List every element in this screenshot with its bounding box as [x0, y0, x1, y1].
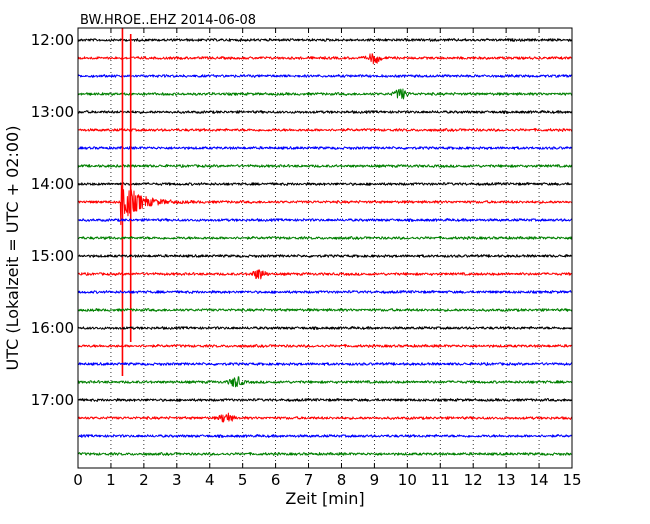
y-axis-ticks: 12:00 13:00 14:00 15:00 16:00 17:00: [31, 31, 572, 409]
y-axis-label: UTC (Lokalzeit = UTC + 02:00): [3, 126, 22, 371]
seismic-trace: [77, 236, 573, 240]
x-tick-label: 11: [431, 471, 450, 489]
seismic-trace: [77, 452, 573, 456]
seismic-trace: [77, 38, 573, 42]
seismic-trace: [77, 269, 573, 280]
y-tick-label: 15:00: [31, 247, 74, 265]
x-tick-label: 10: [398, 471, 417, 489]
chart-title: BW.HROE..EHZ 2014-06-08: [80, 13, 256, 28]
seismic-trace: [77, 362, 573, 366]
y-tick-label: 12:00: [31, 31, 74, 49]
x-axis-ticks: 0 1 2 3 4 5 6 7 8 9 10 11 12 13 14 15: [73, 28, 582, 489]
grid-lines: [110, 28, 540, 468]
x-tick-label: 7: [304, 471, 314, 489]
seismic-trace: [77, 254, 573, 258]
x-tick-label: 1: [106, 471, 116, 489]
seismic-trace: [77, 434, 573, 438]
y-tick-label: 17:00: [31, 391, 74, 409]
x-tick-label: 4: [205, 471, 215, 489]
seismic-trace: [77, 74, 573, 78]
x-tick-label: 13: [497, 471, 516, 489]
x-tick-label: 15: [562, 471, 581, 489]
y-tick-label: 14:00: [31, 175, 74, 193]
y-tick-label: 13:00: [31, 103, 74, 121]
x-tick-label: 0: [73, 471, 83, 489]
seismic-trace: [77, 88, 573, 100]
x-tick-label: 2: [139, 471, 149, 489]
seismic-traces: [77, 28, 573, 456]
x-tick-label: 6: [271, 471, 281, 489]
x-tick-label: 5: [238, 471, 248, 489]
seismic-trace: [77, 376, 573, 388]
x-axis-label: Zeit [min]: [285, 489, 364, 508]
x-tick-label: 8: [337, 471, 347, 489]
y-tick-label: 16:00: [31, 319, 74, 337]
seismic-trace: [77, 164, 573, 168]
seismic-trace: [77, 53, 573, 65]
x-tick-label: 3: [172, 471, 182, 489]
seismic-trace: [77, 182, 573, 186]
seismic-trace: [77, 326, 573, 330]
seismic-trace: [77, 290, 573, 294]
seismic-trace: [77, 344, 573, 348]
seismic-trace: [77, 412, 573, 423]
x-tick-label: 14: [530, 471, 549, 489]
plot-frame: [77, 27, 573, 469]
x-tick-label: 9: [370, 471, 380, 489]
seismic-trace: [77, 398, 573, 402]
seismic-trace: [77, 110, 573, 114]
seismic-trace: [77, 146, 573, 150]
seismic-trace: [77, 185, 573, 226]
x-tick-label: 12: [464, 471, 483, 489]
seismic-trace: [77, 128, 573, 132]
seismic-trace: [77, 308, 573, 312]
seismic-trace: [77, 218, 573, 222]
